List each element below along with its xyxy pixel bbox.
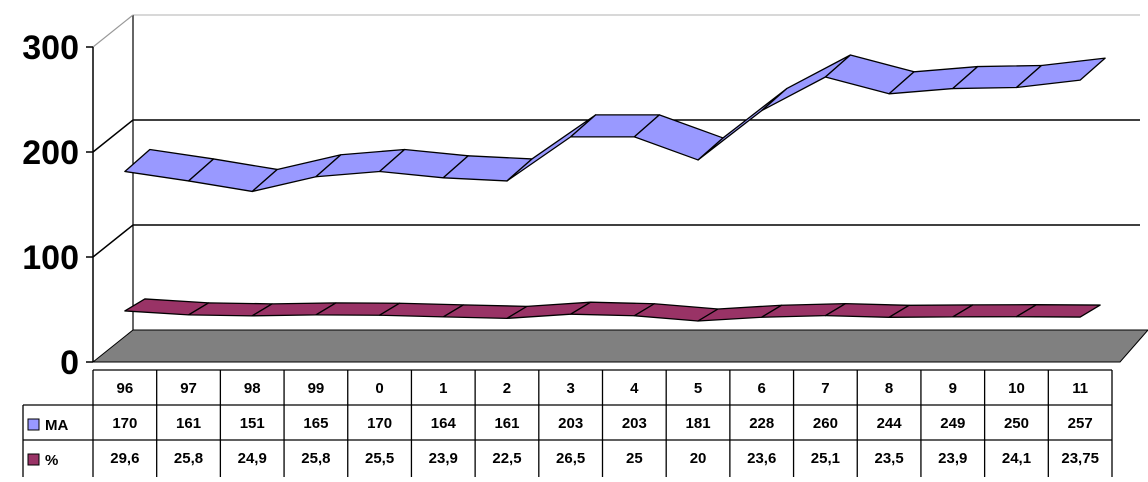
x-category-label-9: 9 [949, 380, 957, 397]
data-label-percent-9: 23,9 [938, 450, 967, 467]
data-label-ma-96: 170 [112, 415, 137, 432]
x-category-label-96: 96 [117, 380, 134, 397]
data-label-percent-97: 25,8 [174, 450, 203, 467]
series-ribbons [124, 54, 1106, 322]
data-label-ma-0: 170 [367, 415, 392, 432]
data-label-percent-6: 23,6 [747, 450, 776, 467]
x-category-label-2: 2 [503, 380, 511, 397]
data-label-percent-7: 25,1 [811, 450, 840, 467]
floor-plane [91, 329, 1148, 363]
ribbon-segment-6-7 [761, 54, 852, 112]
ribbon-segment-5-6 [697, 87, 788, 161]
legend-key-ma [27, 418, 40, 431]
ribbon-segment-10-11 [1015, 57, 1106, 89]
x-category-label-11: 11 [1072, 380, 1088, 397]
legend-label-ma: MA [45, 417, 68, 434]
data-label-percent-99: 25,8 [301, 450, 330, 467]
gridline-200 [92, 119, 1140, 153]
side-wall-top-edge [92, 14, 134, 48]
x-category-label-4: 4 [630, 380, 639, 397]
data-label-ma-8: 244 [877, 415, 903, 432]
x-category-label-5: 5 [694, 380, 702, 397]
x-category-label-0: 0 [375, 380, 383, 397]
x-category-label-97: 97 [180, 380, 197, 397]
data-label-percent-0: 25,5 [365, 450, 394, 467]
data-table: 96 97 98 99 0 1 2 3 4 5 6 7 8 9 10 11 MA 170 161 151 165 170 1… [22, 369, 1113, 477]
gridlines [92, 119, 1140, 258]
data-label-percent-1: 23,9 [429, 450, 458, 467]
x-category-label-99: 99 [308, 380, 325, 397]
ribbon-segment-10-11 [1015, 304, 1101, 318]
data-label-ma-6: 228 [749, 415, 774, 432]
data-label-percent-5: 20 [690, 450, 707, 467]
x-category-label-98: 98 [244, 380, 261, 397]
data-label-ma-9: 249 [940, 415, 965, 432]
data-label-percent-3: 26,5 [556, 450, 585, 467]
y-tick-label-200: 200 [22, 134, 79, 172]
data-label-ma-3: 203 [558, 415, 583, 432]
data-label-percent-11: 23,75 [1061, 450, 1099, 467]
data-label-percent-8: 23,5 [874, 450, 903, 467]
series-ma-ribbon [124, 54, 1106, 193]
series-percent-ribbon [124, 298, 1101, 322]
data-label-ma-7: 260 [813, 415, 838, 432]
data-label-ma-2: 161 [494, 415, 519, 432]
y-tick-label-0: 0 [60, 344, 79, 382]
data-label-ma-1: 164 [431, 415, 457, 432]
chart-floor [91, 329, 1148, 363]
data-label-percent-4: 25 [626, 450, 643, 467]
x-category-label-10: 10 [1008, 380, 1025, 397]
legend-label-percent: % [45, 452, 58, 469]
data-label-ma-5: 181 [686, 415, 711, 432]
x-category-label-3: 3 [566, 380, 574, 397]
data-label-percent-98: 24,9 [238, 450, 267, 467]
data-label-percent-96: 29,6 [110, 450, 139, 467]
data-label-ma-98: 151 [240, 415, 265, 432]
gridline-100 [92, 224, 1140, 258]
x-category-label-1: 1 [439, 380, 447, 397]
data-label-ma-4: 203 [622, 415, 647, 432]
ribbon-segment-2-3 [506, 114, 597, 182]
y-axis: 0 100 200 300 [22, 29, 94, 382]
legend-key-percent [27, 453, 40, 466]
data-label-ma-11: 257 [1068, 415, 1093, 432]
x-category-label-8: 8 [885, 380, 893, 397]
data-label-ma-97: 161 [176, 415, 201, 432]
data-label-percent-10: 24,1 [1002, 450, 1031, 467]
data-label-percent-2: 22,5 [492, 450, 521, 467]
x-category-label-6: 6 [758, 380, 766, 397]
y-tick-label-100: 100 [22, 239, 79, 277]
data-label-ma-10: 250 [1004, 415, 1029, 432]
data-label-ma-99: 165 [303, 415, 328, 432]
y-tick-label-300: 300 [22, 29, 79, 67]
x-category-label-7: 7 [821, 380, 829, 397]
